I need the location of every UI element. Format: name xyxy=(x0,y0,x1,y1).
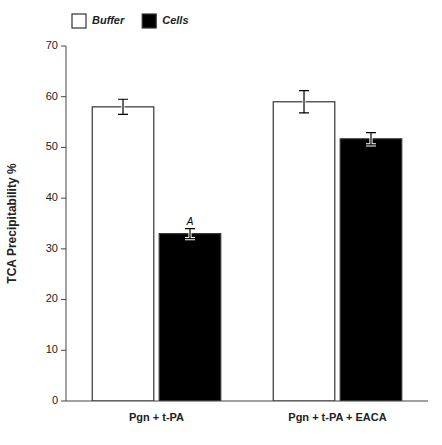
y-tick xyxy=(61,299,66,300)
bar xyxy=(340,139,402,401)
x-axis: Pgn + t-PA Pgn + t-PA + EACA xyxy=(66,401,428,423)
plot-area xyxy=(92,91,402,401)
legend-swatch xyxy=(72,14,86,28)
x-axis-line xyxy=(66,401,428,402)
legend-label: Cells xyxy=(162,14,188,26)
y-tick-label: 40 xyxy=(46,191,58,203)
y-tick xyxy=(61,350,66,351)
annotation: A xyxy=(186,216,194,227)
legend-swatch xyxy=(142,14,156,28)
error-bar xyxy=(299,91,309,113)
legend: Buffer Cells xyxy=(72,14,189,28)
y-tick xyxy=(61,198,66,199)
error-bar xyxy=(185,229,195,239)
y-tick xyxy=(61,96,66,97)
y-tick xyxy=(61,46,66,47)
y-tick-label: 60 xyxy=(46,90,58,102)
error-bar xyxy=(366,133,376,145)
bar xyxy=(159,234,221,401)
x-tick-label: Pgn + t-PA xyxy=(129,411,184,423)
y-tick-label: 50 xyxy=(46,140,58,152)
bar xyxy=(273,102,335,401)
y-tick-label: 0 xyxy=(52,394,58,406)
error-bar-halo xyxy=(299,91,309,113)
x-tick-label: Pgn + t-PA + EACA xyxy=(288,411,386,423)
y-axis-line xyxy=(66,46,67,401)
legend-label: Buffer xyxy=(92,14,125,26)
bar xyxy=(92,107,154,401)
y-axis: 0 10 20 30 40 50 60 70 xyxy=(46,39,66,406)
error-bar-halo xyxy=(118,99,128,114)
y-tick-label: 70 xyxy=(46,39,58,51)
y-tick xyxy=(61,248,66,249)
chart: 0 10 20 30 40 50 60 70 TCA Precipitability % Pgn … xyxy=(0,0,442,445)
error-bar-halo xyxy=(185,229,195,239)
error-bar xyxy=(118,99,128,114)
y-tick xyxy=(61,401,66,402)
error-bar-halo xyxy=(366,133,376,145)
y-tick-label: 30 xyxy=(46,242,58,254)
y-axis-label: TCA Precipitability % xyxy=(5,163,19,284)
y-tick-label: 20 xyxy=(46,292,58,304)
y-tick xyxy=(61,147,66,148)
y-tick-label: 10 xyxy=(46,343,58,355)
